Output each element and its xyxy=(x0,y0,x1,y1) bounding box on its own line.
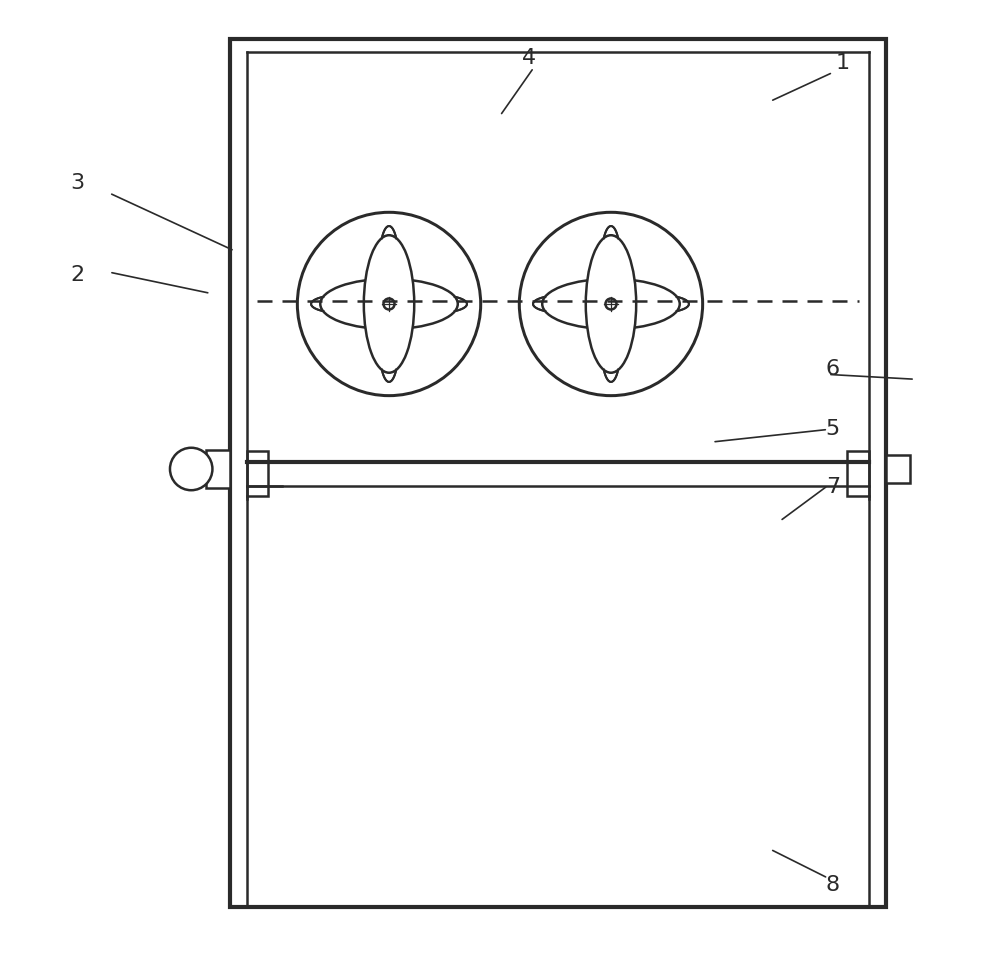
Text: 4: 4 xyxy=(522,48,536,68)
Text: 1: 1 xyxy=(836,53,850,72)
Bar xyxy=(247,452,268,496)
Circle shape xyxy=(605,298,616,310)
Bar xyxy=(847,452,869,496)
Ellipse shape xyxy=(364,235,414,372)
Circle shape xyxy=(519,212,703,396)
Bar xyxy=(206,450,230,488)
Circle shape xyxy=(384,298,395,310)
Circle shape xyxy=(170,448,212,490)
Circle shape xyxy=(297,212,481,396)
Ellipse shape xyxy=(542,279,680,329)
Text: 6: 6 xyxy=(826,359,840,378)
Bar xyxy=(886,455,910,483)
Text: 7: 7 xyxy=(826,478,840,497)
Ellipse shape xyxy=(586,235,636,372)
Text: 2: 2 xyxy=(70,265,84,285)
Text: 8: 8 xyxy=(826,875,840,895)
Text: 3: 3 xyxy=(70,174,84,193)
Ellipse shape xyxy=(320,279,458,329)
Text: 5: 5 xyxy=(826,420,840,439)
